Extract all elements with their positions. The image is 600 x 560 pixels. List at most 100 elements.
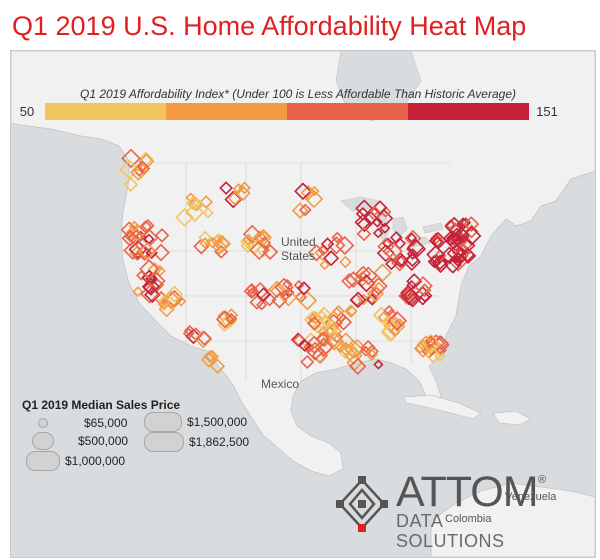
affordability-marker[interactable]: [141, 277, 160, 296]
affordability-marker[interactable]: [242, 224, 262, 244]
affordability-marker[interactable]: [121, 148, 141, 169]
affordability-marker[interactable]: [123, 177, 139, 192]
affordability-marker[interactable]: [446, 243, 467, 264]
affordability-marker[interactable]: [296, 281, 311, 296]
affordability-marker[interactable]: [120, 221, 138, 239]
affordability-marker[interactable]: [372, 200, 388, 216]
affordability-marker[interactable]: [452, 255, 464, 267]
affordability-marker[interactable]: [315, 331, 330, 347]
affordability-marker[interactable]: [376, 244, 395, 263]
affordability-marker[interactable]: [256, 299, 268, 311]
affordability-marker[interactable]: [193, 238, 210, 255]
affordability-marker[interactable]: [462, 226, 482, 246]
affordability-marker[interactable]: [262, 244, 279, 261]
affordability-marker[interactable]: [249, 294, 265, 310]
affordability-marker[interactable]: [196, 330, 212, 346]
affordability-marker[interactable]: [369, 205, 380, 217]
affordability-marker[interactable]: [372, 227, 384, 239]
affordability-marker[interactable]: [139, 259, 160, 280]
affordability-marker[interactable]: [219, 181, 233, 195]
affordability-marker[interactable]: [200, 351, 217, 368]
affordability-marker[interactable]: [343, 339, 364, 360]
affordability-marker[interactable]: [215, 310, 235, 329]
affordability-marker[interactable]: [387, 252, 399, 264]
affordability-marker[interactable]: [246, 286, 259, 299]
affordability-marker[interactable]: [306, 316, 322, 331]
affordability-marker[interactable]: [369, 277, 388, 296]
affordability-marker[interactable]: [132, 250, 143, 261]
affordability-marker[interactable]: [319, 259, 330, 271]
affordability-marker[interactable]: [213, 233, 225, 245]
map-canvas[interactable]: [11, 51, 595, 557]
map-area[interactable]: United States Mexico Venezuela Colombia: [10, 50, 596, 558]
affordability-marker[interactable]: [136, 160, 149, 173]
affordability-marker[interactable]: [314, 337, 334, 357]
affordability-marker[interactable]: [464, 224, 479, 239]
affordability-marker[interactable]: [332, 304, 345, 318]
affordability-marker[interactable]: [381, 320, 402, 341]
affordability-marker[interactable]: [297, 290, 318, 311]
affordability-marker[interactable]: [349, 291, 367, 309]
affordability-marker[interactable]: [242, 234, 254, 246]
affordability-marker[interactable]: [406, 239, 427, 259]
affordability-marker[interactable]: [346, 305, 358, 317]
affordability-marker[interactable]: [136, 270, 147, 281]
affordability-marker[interactable]: [304, 189, 324, 209]
affordability-marker[interactable]: [137, 242, 157, 261]
affordability-marker[interactable]: [344, 271, 362, 288]
affordability-marker[interactable]: [355, 265, 372, 282]
affordability-marker[interactable]: [152, 243, 170, 262]
affordability-marker[interactable]: [425, 347, 442, 364]
affordability-marker[interactable]: [395, 254, 409, 268]
affordability-marker[interactable]: [434, 350, 446, 362]
affordability-marker[interactable]: [300, 185, 317, 201]
affordability-marker[interactable]: [132, 286, 144, 298]
affordability-marker[interactable]: [316, 310, 328, 322]
affordability-marker[interactable]: [124, 230, 137, 243]
affordability-marker[interactable]: [341, 272, 358, 290]
affordability-marker[interactable]: [416, 335, 436, 354]
affordability-markers[interactable]: [119, 148, 482, 376]
affordability-marker[interactable]: [238, 181, 251, 195]
affordability-marker[interactable]: [307, 244, 326, 262]
affordability-marker[interactable]: [389, 231, 403, 244]
affordability-marker[interactable]: [143, 233, 155, 245]
affordability-marker[interactable]: [175, 208, 194, 227]
affordability-marker[interactable]: [225, 312, 238, 325]
affordability-marker[interactable]: [379, 222, 391, 234]
affordability-marker[interactable]: [460, 217, 472, 229]
affordability-marker[interactable]: [331, 231, 344, 244]
affordability-marker[interactable]: [282, 278, 293, 290]
affordability-marker[interactable]: [291, 202, 309, 219]
affordability-marker[interactable]: [430, 232, 443, 245]
affordability-marker[interactable]: [414, 341, 427, 354]
affordability-marker[interactable]: [199, 195, 214, 209]
affordability-marker[interactable]: [274, 277, 294, 298]
affordability-marker[interactable]: [426, 245, 446, 265]
affordability-marker[interactable]: [440, 246, 459, 265]
affordability-marker[interactable]: [406, 248, 419, 260]
affordability-marker[interactable]: [357, 293, 370, 306]
affordability-marker[interactable]: [431, 236, 444, 248]
affordability-marker[interactable]: [305, 341, 325, 361]
affordability-marker[interactable]: [401, 287, 421, 307]
affordability-marker[interactable]: [406, 232, 418, 244]
affordability-marker[interactable]: [224, 190, 243, 209]
affordability-marker[interactable]: [123, 240, 143, 260]
affordability-marker[interactable]: [349, 357, 367, 376]
affordability-marker[interactable]: [359, 266, 378, 286]
affordability-marker[interactable]: [427, 254, 441, 269]
affordability-marker[interactable]: [258, 230, 270, 242]
affordability-marker[interactable]: [298, 203, 312, 217]
affordability-marker[interactable]: [365, 348, 379, 361]
affordability-marker[interactable]: [335, 235, 355, 256]
affordability-marker[interactable]: [387, 310, 408, 331]
affordability-marker[interactable]: [309, 311, 323, 325]
affordability-marker[interactable]: [385, 257, 398, 271]
affordability-marker[interactable]: [139, 220, 153, 234]
affordability-marker[interactable]: [459, 247, 477, 265]
affordability-marker[interactable]: [157, 294, 172, 309]
affordability-marker[interactable]: [432, 254, 448, 271]
affordability-marker[interactable]: [446, 231, 461, 246]
affordability-marker[interactable]: [185, 192, 197, 204]
